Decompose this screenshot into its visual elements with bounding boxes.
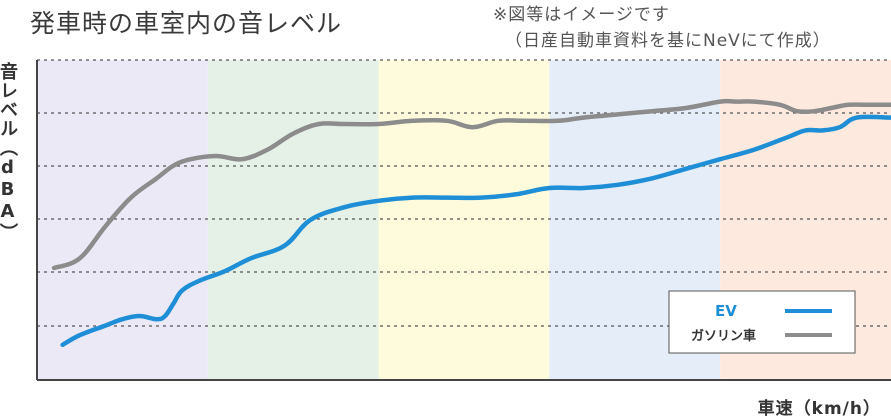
chart-title: 発車時の車室内の音レベル — [30, 9, 343, 38]
axes — [36, 60, 891, 381]
legend-label-ev: EV — [715, 302, 737, 320]
gridlines — [37, 59, 891, 327]
source-note: （日産自動車資料を基にNeVにて作成） — [505, 31, 831, 51]
legend-label-gasoline: ガソリン車 — [691, 328, 756, 344]
legend-box — [668, 290, 856, 354]
y-axis-label: 音レベル（dBA） — [0, 62, 18, 242]
legend: EV ガソリン車 — [668, 290, 856, 354]
image-note: ※図等はイメージです — [493, 5, 670, 25]
ev-series-line — [60, 114, 891, 348]
speed-band-3 — [378, 60, 550, 380]
gasoline-series-line — [51, 98, 891, 271]
x-axis-label: 車速（km/h） — [757, 399, 881, 419]
speed-band-2 — [207, 60, 379, 380]
speed-band-1 — [37, 60, 208, 380]
series-lines — [51, 98, 891, 348]
